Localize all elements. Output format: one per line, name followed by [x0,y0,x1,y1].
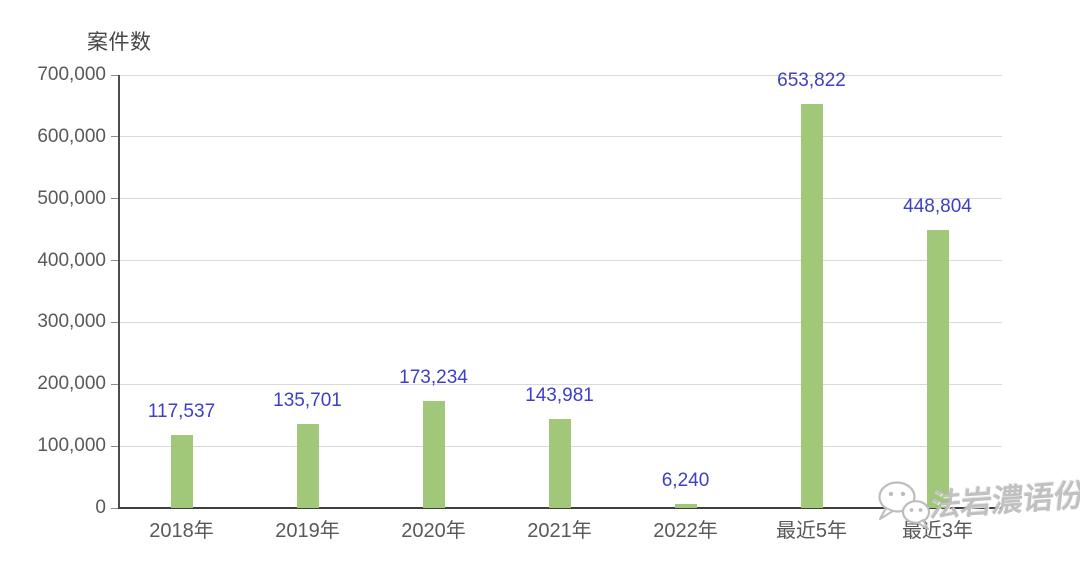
bar [674,504,697,508]
y-axis-tick [111,260,118,262]
gridline [119,260,1002,262]
y-axis-tick-label: 600,000 [37,125,106,147]
y-axis-tick-label: 700,000 [37,64,106,85]
bar-value-label: 135,701 [273,390,342,412]
y-axis-tick [111,136,118,138]
gridline [119,198,1002,200]
bar-value-label: 653,822 [777,69,846,91]
bar [296,424,319,508]
x-axis-label: 2018年 [149,520,214,542]
y-axis-tick-label: 500,000 [37,187,106,209]
x-axis-label: 最近3年 [901,520,974,542]
y-axis-tick [111,383,118,385]
bar [926,230,949,508]
y-axis-tick-label: 0 [95,497,106,518]
y-axis-tick [111,321,118,323]
x-axis-line [118,507,1002,509]
y-axis-tick [111,74,118,76]
y-axis-tick [111,507,118,509]
x-axis-label: 2019年 [275,520,340,542]
y-axis-tick-label: 100,000 [37,435,106,457]
x-axis-label: 2021年 [527,520,592,542]
gridline [119,321,1002,323]
gridline [119,136,1002,138]
watermark: 法岩濃语份 [874,476,1080,546]
y-axis-line [118,75,120,508]
bar [548,418,571,508]
y-axis-tick-label: 400,000 [37,249,106,271]
bar-value-label: 117,537 [147,401,216,423]
x-axis-label: 最近5年 [775,520,848,542]
x-axis-label: 2020年 [401,520,466,542]
gridline [119,383,1002,385]
y-axis-tick [111,198,118,200]
bar-value-label: 448,804 [903,196,972,218]
bar [170,435,193,508]
bar-value-label: 143,981 [525,384,594,406]
bar-value-label: 173,234 [399,366,468,388]
y-axis-tick-label: 300,000 [37,311,106,333]
y-axis-tick-label: 200,000 [37,373,106,395]
y-axis-title: 案件数 [87,31,152,54]
wechat-icon [878,481,931,530]
bar [422,400,445,508]
bar-value-label: 6,240 [661,470,710,492]
gridline [119,74,1002,76]
x-axis-label: 2022年 [653,520,718,542]
bar [800,103,823,508]
y-axis-tick [111,445,118,447]
watermark-text: 法岩濃语份 [928,477,1080,524]
